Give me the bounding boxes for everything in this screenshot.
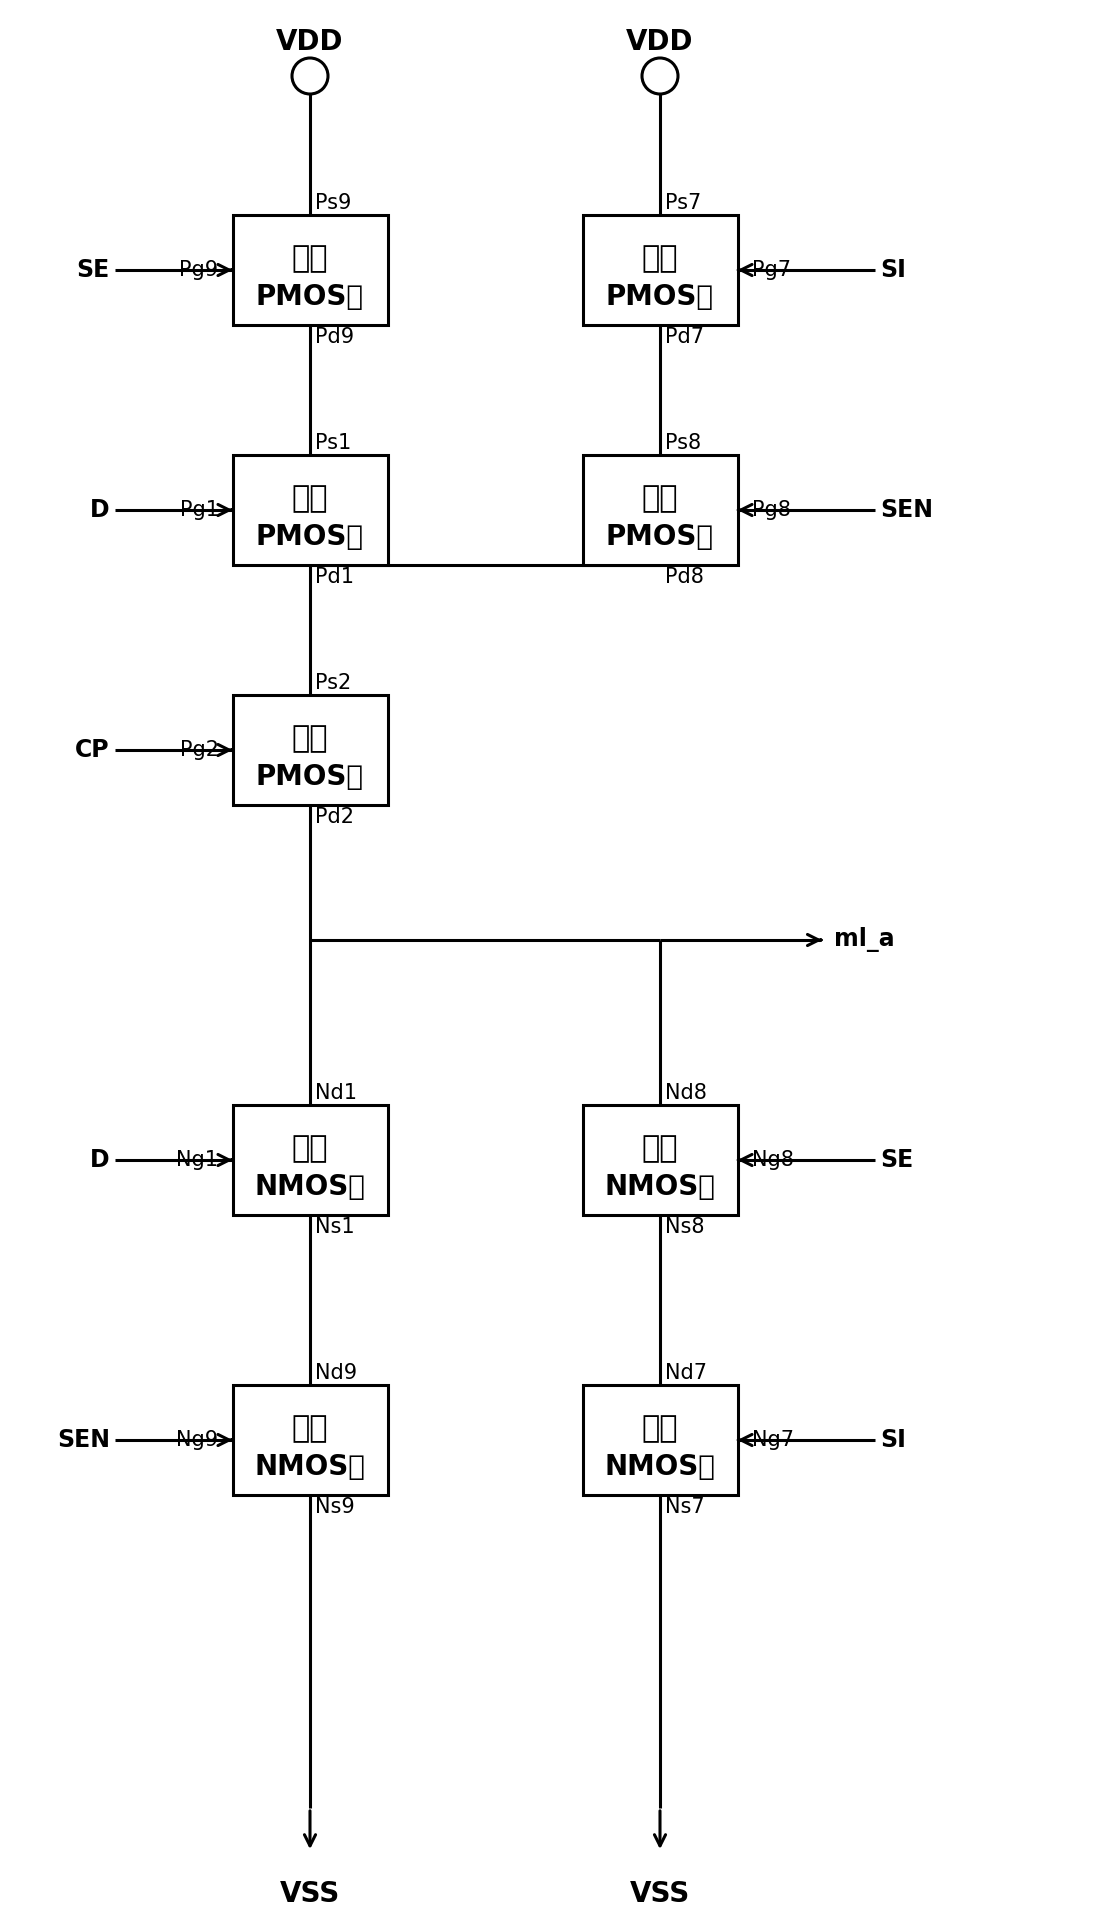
Text: Ps7: Ps7 — [665, 192, 701, 213]
Text: SE: SE — [77, 257, 110, 282]
Text: PMOS管: PMOS管 — [606, 284, 714, 311]
Text: Pg1: Pg1 — [180, 499, 219, 521]
Text: Pd1: Pd1 — [315, 567, 354, 588]
Text: VDD: VDD — [626, 29, 694, 56]
Text: Ps8: Ps8 — [665, 432, 701, 453]
Text: D: D — [91, 498, 110, 523]
Text: Ps2: Ps2 — [315, 672, 351, 693]
Text: 第九: 第九 — [291, 244, 328, 273]
Text: SI: SI — [880, 257, 906, 282]
Bar — [232, 1385, 388, 1495]
Text: NMOS管: NMOS管 — [604, 1174, 715, 1201]
Text: Ng1: Ng1 — [176, 1151, 219, 1170]
Text: 第七: 第七 — [642, 244, 678, 273]
Text: 第一: 第一 — [291, 1135, 328, 1164]
Text: 第九: 第九 — [291, 1414, 328, 1443]
Text: 第二: 第二 — [291, 724, 328, 753]
Text: Nd8: Nd8 — [665, 1083, 707, 1103]
Text: SEN: SEN — [880, 498, 933, 523]
Text: NMOS管: NMOS管 — [254, 1454, 366, 1481]
Text: Ng9: Ng9 — [176, 1429, 219, 1450]
Bar — [583, 215, 738, 325]
Bar — [232, 1105, 388, 1214]
Text: Nd1: Nd1 — [315, 1083, 357, 1103]
Text: CP: CP — [76, 738, 110, 763]
Text: SI: SI — [880, 1427, 906, 1452]
Text: Ns9: Ns9 — [315, 1496, 355, 1518]
Bar — [232, 455, 388, 565]
Bar — [232, 215, 388, 325]
Text: SE: SE — [880, 1149, 913, 1172]
Text: Nd7: Nd7 — [665, 1364, 707, 1383]
Text: Pd8: Pd8 — [665, 567, 704, 588]
Text: PMOS管: PMOS管 — [256, 284, 364, 311]
Text: NMOS管: NMOS管 — [604, 1454, 715, 1481]
Text: Ns1: Ns1 — [315, 1218, 355, 1237]
Text: 第八: 第八 — [642, 484, 678, 513]
Bar — [583, 1385, 738, 1495]
Text: 第一: 第一 — [291, 484, 328, 513]
Text: Pg9: Pg9 — [180, 259, 219, 280]
Bar — [232, 695, 388, 805]
Text: Ng8: Ng8 — [751, 1151, 794, 1170]
Text: SEN: SEN — [57, 1427, 110, 1452]
Text: PMOS管: PMOS管 — [256, 524, 364, 551]
Bar — [583, 1105, 738, 1214]
Text: PMOS管: PMOS管 — [606, 524, 714, 551]
Text: Ns8: Ns8 — [665, 1218, 704, 1237]
Text: D: D — [91, 1149, 110, 1172]
Text: ml_a: ml_a — [834, 928, 895, 953]
Text: VSS: VSS — [630, 1881, 690, 1908]
Text: 第八: 第八 — [642, 1135, 678, 1164]
Text: Pg8: Pg8 — [751, 499, 791, 521]
Text: Pd7: Pd7 — [665, 327, 704, 348]
Bar — [583, 455, 738, 565]
Text: Pg7: Pg7 — [751, 259, 791, 280]
Text: Pd9: Pd9 — [315, 327, 354, 348]
Text: Ps1: Ps1 — [315, 432, 351, 453]
Text: PMOS管: PMOS管 — [256, 763, 364, 791]
Text: Pd2: Pd2 — [315, 807, 354, 828]
Text: VDD: VDD — [276, 29, 344, 56]
Text: Nd9: Nd9 — [315, 1364, 357, 1383]
Text: VSS: VSS — [280, 1881, 341, 1908]
Text: Ns7: Ns7 — [665, 1496, 704, 1518]
Text: Ps9: Ps9 — [315, 192, 351, 213]
Text: NMOS管: NMOS管 — [254, 1174, 366, 1201]
Text: Ng7: Ng7 — [751, 1429, 794, 1450]
Text: 第七: 第七 — [642, 1414, 678, 1443]
Text: Pg2: Pg2 — [180, 740, 219, 761]
